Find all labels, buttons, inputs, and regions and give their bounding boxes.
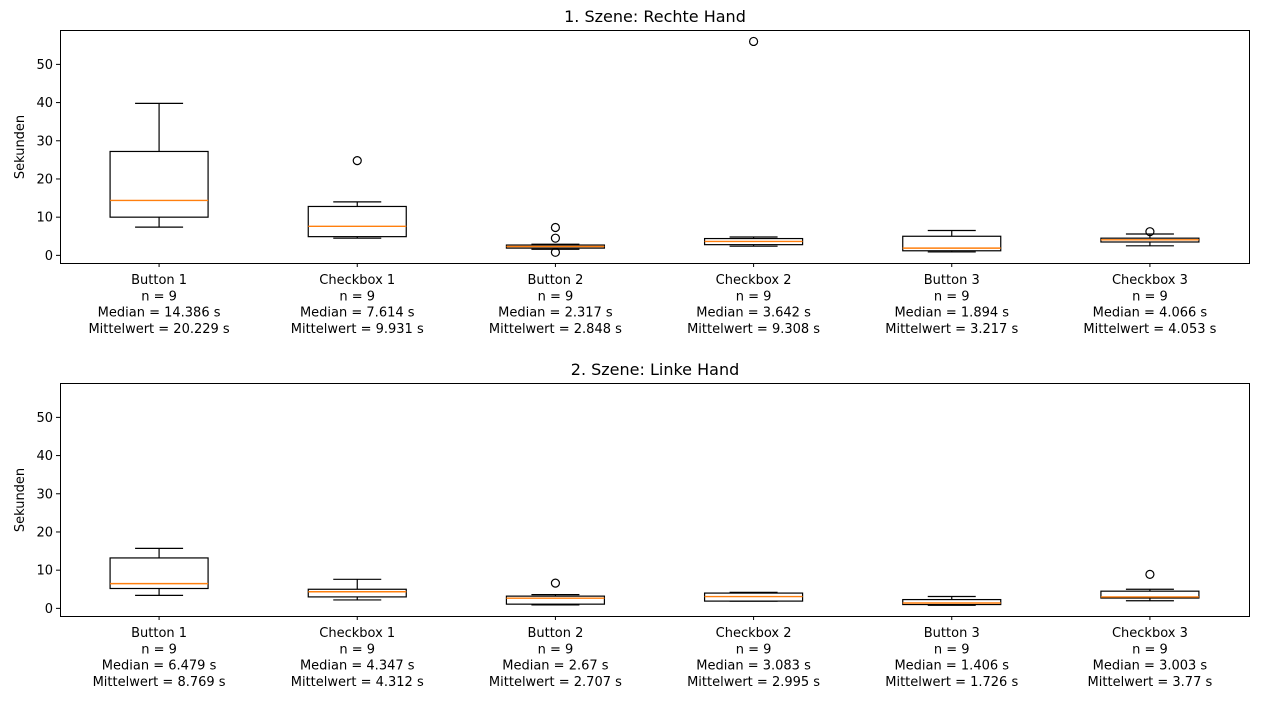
x-tick-label: n = 9 [1132, 289, 1168, 304]
y-axis-label: Sekunden [13, 468, 28, 532]
x-tick-label: Median = 1.894 s [894, 306, 1009, 321]
x-tick-label: Median = 3.003 s [1093, 659, 1208, 674]
x-tick-label: n = 9 [934, 642, 970, 657]
box-iqr [1100, 590, 1200, 599]
y-axis-label: Sekunden [13, 115, 28, 179]
y-tick-label: 40 [36, 449, 53, 464]
outlier-point [550, 247, 561, 257]
x-tick-label: n = 9 [141, 289, 177, 304]
x-tick-label: Median = 14.386 s [98, 306, 221, 321]
x-tick-label: n = 9 [736, 289, 772, 304]
plot-frame [60, 383, 1250, 617]
box-iqr [109, 557, 209, 590]
panel-rechte-hand: 1. Szene: Rechte Hand Sekunden 0 10 20 30 40… [13, 7, 1250, 337]
x-tick-label: Mittelwert = 9.931 s [291, 322, 424, 337]
x-tick-label: Button 1 [131, 273, 187, 288]
x-tick-label: Mittelwert = 9.308 s [687, 322, 820, 337]
x-tick-label: Median = 2.67 s [502, 659, 609, 674]
outlier-point [1145, 227, 1155, 237]
x-tick-label: n = 9 [1132, 642, 1168, 657]
x-tick-label: Mittelwert = 3.77 s [1088, 675, 1213, 690]
y-tick-label: 50 [36, 411, 53, 426]
box-iqr [307, 205, 407, 238]
x-tick-label: Checkbox 1 [319, 626, 395, 641]
x-tick-label: Mittelwert = 2.848 s [489, 322, 622, 337]
x-tick-label: n = 9 [736, 642, 772, 657]
outlier-point [550, 578, 561, 588]
x-tick-label: Button 3 [924, 626, 980, 641]
x-tick-label: Checkbox 2 [716, 626, 792, 641]
x-tick-label: Mittelwert = 4.312 s [291, 675, 424, 690]
x-tick-label: Mittelwert = 4.053 s [1083, 322, 1216, 337]
y-tick-label: 50 [36, 58, 53, 73]
x-tick-label: Checkbox 3 [1112, 273, 1188, 288]
x-tick-label: n = 9 [339, 642, 375, 657]
outlier-point [748, 36, 759, 47]
outlier-point [1145, 569, 1155, 579]
outlier-point [550, 233, 561, 243]
x-tick-label: Mittelwert = 2.707 s [489, 675, 622, 690]
x-tick-label: Mittelwert = 3.217 s [885, 322, 1018, 337]
x-tick-label: Button 2 [527, 273, 583, 288]
x-tick-label: Median = 2.317 s [498, 306, 613, 321]
x-tick-label: Mittelwert = 8.769 s [93, 675, 226, 690]
box-iqr [902, 598, 1002, 606]
y-tick-label: 10 [36, 564, 53, 579]
x-tick-label: Checkbox 3 [1112, 626, 1188, 641]
x-tick-label: n = 9 [538, 289, 574, 304]
y-tick-label: 30 [36, 134, 53, 149]
x-tick-label: Mittelwert = 20.229 s [88, 322, 229, 337]
x-tick-label: n = 9 [141, 642, 177, 657]
box-iqr [505, 595, 606, 605]
x-tick-label: Mittelwert = 1.726 s [885, 675, 1018, 690]
x-tick-label: Checkbox 2 [716, 273, 792, 288]
box-iqr [307, 588, 407, 598]
x-tick-label: Button 1 [131, 626, 187, 641]
outlier-point [550, 222, 561, 233]
y-tick-label: 20 [36, 172, 53, 187]
x-tick-label: Button 3 [924, 273, 980, 288]
x-tick-label: n = 9 [934, 289, 970, 304]
x-tick-label: Median = 4.347 s [300, 659, 415, 674]
box-iqr [109, 150, 209, 218]
x-tick-label: Median = 4.066 s [1093, 306, 1208, 321]
x-tick-label: n = 9 [538, 642, 574, 657]
x-tick-label: Median = 6.479 s [102, 659, 217, 674]
y-tick-label: 40 [36, 96, 53, 111]
x-tick-label: Median = 1.406 s [894, 659, 1009, 674]
outlier-point [352, 156, 362, 166]
x-tick-label: Median = 3.083 s [696, 659, 811, 674]
plot-frame [60, 30, 1250, 264]
y-tick-label: 10 [36, 211, 53, 226]
panel-title: 1. Szene: Rechte Hand [564, 7, 746, 26]
y-tick-label: 0 [45, 602, 53, 617]
x-tick-label: Median = 3.642 s [696, 306, 811, 321]
x-tick-label: n = 9 [339, 289, 375, 304]
panel-title: 2. Szene: Linke Hand [571, 360, 739, 379]
y-tick-label: 30 [36, 487, 53, 502]
x-tick-label: Median = 7.614 s [300, 306, 415, 321]
y-tick-label: 20 [36, 525, 53, 540]
y-tick-label: 0 [45, 249, 53, 264]
box-iqr [902, 235, 1002, 252]
x-tick-label: Mittelwert = 2.995 s [687, 675, 820, 690]
x-tick-label: Button 2 [527, 626, 583, 641]
panel-linke-hand: 2. Szene: Linke Hand Sekunden 0 10 20 30 40 5… [13, 360, 1250, 690]
x-tick-label: Checkbox 1 [319, 273, 395, 288]
